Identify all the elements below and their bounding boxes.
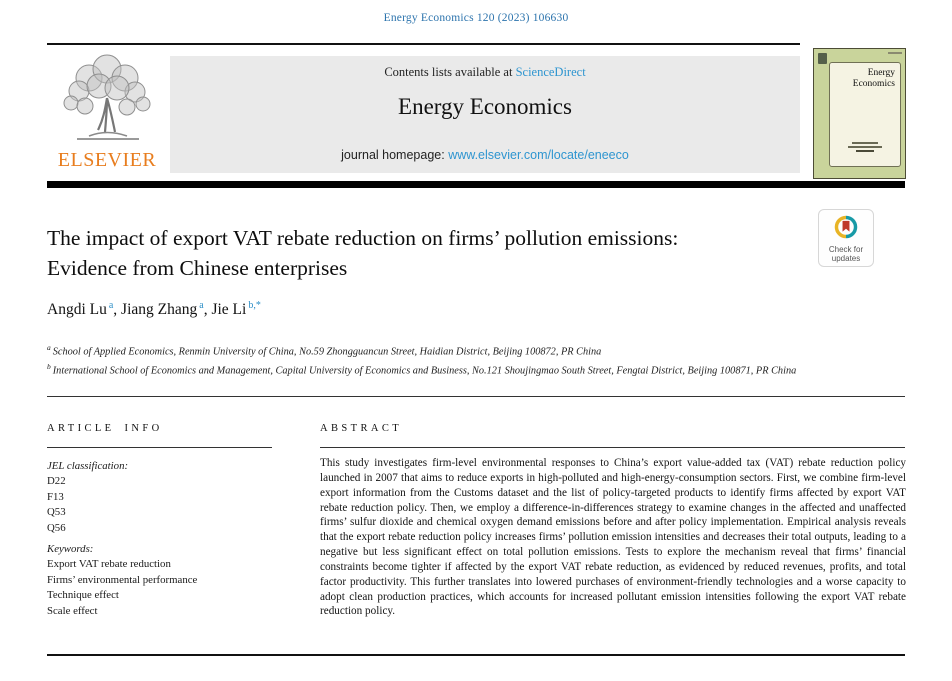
homepage-prefix: journal homepage: [341, 148, 449, 162]
check-for-updates-badge[interactable]: Check for updates [818, 209, 874, 267]
author-name: Angdi Lu [47, 301, 107, 319]
author-affiliation-sup[interactable]: b,* [248, 300, 261, 311]
affiliation-list: a School of Applied Economics, Renmin Uni… [47, 341, 847, 379]
keywords-label: Keywords: [47, 543, 94, 556]
author: Angdi Lu a, [47, 300, 122, 319]
elsevier-tree-icon [55, 54, 159, 150]
sciencedirect-link[interactable]: ScienceDirect [515, 65, 586, 79]
badge-text-line2: updates [831, 254, 861, 263]
crossmark-icon [833, 215, 859, 244]
badge-text-line1: Check for [828, 245, 864, 254]
article-info-heading: ARTICLE INFO [47, 423, 163, 434]
article-title-line1: The impact of export VAT rebate reductio… [47, 226, 679, 250]
jel-code-list: D22 F13 Q53 Q56 [47, 474, 297, 536]
article-title-line2: Evidence from Chinese enterprises [47, 255, 348, 280]
keyword: Technique effect [47, 589, 119, 602]
author-affiliation-sup[interactable]: a [199, 300, 204, 311]
affiliation-line: b International School of Economics and M… [47, 360, 847, 379]
homepage-link[interactable]: www.elsevier.com/locate/eneeco [448, 148, 629, 162]
author-separator: , [203, 301, 212, 319]
abstract-heading: ABSTRACT [320, 423, 403, 434]
article-info-column: JEL classification: D22 F13 Q53 Q56 Keyword… [47, 459, 297, 619]
affiliation-sup: a [47, 343, 51, 352]
jel-code: Q56 [47, 521, 66, 534]
affiliation-sup: b [47, 361, 51, 371]
masthead-box: Contents lists available at ScienceDirec… [170, 56, 800, 173]
cover-journal-title: Energy Economics [852, 68, 895, 89]
contents-prefix: Contents lists available at [384, 65, 516, 79]
masthead-divider-bar [47, 181, 905, 188]
article-info-rule [47, 447, 272, 449]
author-name: Jiang Zhang [121, 301, 198, 319]
author: Jiang Zhang a, [121, 300, 212, 319]
author-name: Jie Li [211, 301, 247, 319]
keyword: Scale effect [47, 604, 98, 617]
affiliation-text: International School of Economics and Ma… [52, 365, 797, 377]
header-rule [47, 43, 800, 45]
cover-publisher-icon [818, 53, 827, 64]
affiliation-text: School of Applied Economics, Renmin Univ… [52, 346, 602, 358]
affiliation-line: a School of Applied Economics, Renmin Uni… [47, 341, 847, 360]
abstract-rule [320, 447, 905, 449]
article-title: The impact of export VAT rebate reductio… [47, 224, 847, 283]
abstract-text: This study investigates firm-level envir… [320, 457, 906, 618]
homepage-line: journal homepage: www.elsevier.com/locat… [170, 148, 800, 162]
section-top-rule [47, 396, 905, 397]
journal-citation-link[interactable]: Energy Economics 120 (2023) 106630 [383, 12, 569, 24]
author: Jie Li b,* [211, 300, 261, 319]
elsevier-logo: ELSEVIER [47, 54, 167, 174]
contents-line: Contents lists available at ScienceDirec… [170, 65, 800, 80]
journal-name: Energy Economics [398, 94, 572, 119]
author-list: Angdi Lu a, Jiang Zhang a, Jie Li b,* [47, 300, 261, 319]
jel-code: F13 [47, 490, 64, 503]
cover-issn-text [888, 52, 902, 54]
elsevier-wordmark: ELSEVIER [57, 149, 157, 171]
journal-cover-thumbnail: Energy Economics [813, 48, 906, 179]
keyword-list: Export VAT rebate reduction Firms’ enviro… [47, 557, 297, 619]
jel-code: D22 [47, 475, 66, 488]
section-bottom-rule [47, 654, 905, 656]
author-affiliation-sup[interactable]: a [108, 300, 114, 311]
author-separator: , [113, 301, 122, 319]
jel-label: JEL classification: [47, 460, 129, 472]
cover-imprint-text [830, 142, 900, 152]
cover-panel: Energy Economics [829, 62, 901, 167]
keyword: Export VAT rebate reduction [47, 558, 171, 571]
keyword: Firms’ environmental performance [47, 573, 198, 586]
jel-code: Q53 [47, 506, 66, 519]
